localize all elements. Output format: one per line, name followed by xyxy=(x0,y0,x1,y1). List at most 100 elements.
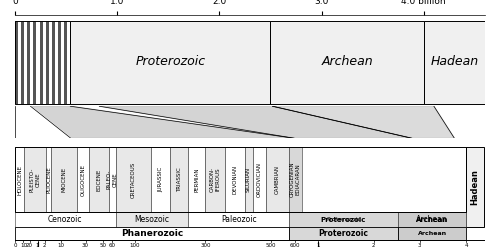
Bar xyxy=(15,227,289,241)
Text: Archean: Archean xyxy=(416,215,448,224)
Text: 1: 1 xyxy=(316,243,320,247)
Bar xyxy=(52,147,77,212)
Text: Hadean: Hadean xyxy=(470,169,480,205)
Bar xyxy=(244,147,252,212)
Bar xyxy=(266,147,289,212)
Bar xyxy=(61,21,64,104)
Bar xyxy=(116,212,188,227)
Text: Paleozoic: Paleozoic xyxy=(221,215,256,224)
Bar xyxy=(70,21,270,104)
Text: 20: 20 xyxy=(26,243,33,247)
Text: EOCENE: EOCENE xyxy=(96,168,102,191)
Polygon shape xyxy=(100,106,412,138)
Bar xyxy=(116,147,150,212)
Bar xyxy=(28,21,30,104)
Bar xyxy=(289,147,302,212)
Bar xyxy=(15,147,466,212)
Text: Proterozoic: Proterozoic xyxy=(136,55,206,68)
Bar xyxy=(42,21,45,104)
Bar xyxy=(398,227,466,241)
Text: Phanerozoic: Phanerozoic xyxy=(121,229,183,238)
Text: 2: 2 xyxy=(372,243,376,247)
Text: 50: 50 xyxy=(100,243,107,247)
Text: 600: 600 xyxy=(290,243,300,247)
Bar xyxy=(49,21,52,104)
Bar xyxy=(150,147,171,212)
Text: HOLOCENE: HOLOCENE xyxy=(17,165,22,195)
Text: SILURIAN: SILURIAN xyxy=(246,167,251,192)
Text: Proterozoic: Proterozoic xyxy=(326,217,361,222)
Text: 4: 4 xyxy=(464,243,468,247)
Text: CARBON-
IFEROUS: CARBON- IFEROUS xyxy=(210,167,220,192)
Text: MIOCENE: MIOCENE xyxy=(62,167,66,192)
Text: Proterozoic: Proterozoic xyxy=(318,229,368,238)
Text: OLIGOCENE: OLIGOCENE xyxy=(80,164,86,196)
Polygon shape xyxy=(15,106,294,138)
Bar xyxy=(21,21,24,104)
Bar xyxy=(77,147,89,212)
Text: CRETACEOUS: CRETACEOUS xyxy=(130,162,136,198)
Bar xyxy=(40,21,42,104)
Bar xyxy=(24,21,28,104)
Text: 300: 300 xyxy=(200,243,210,247)
Bar xyxy=(15,21,18,104)
Text: 1: 1 xyxy=(36,243,40,247)
Polygon shape xyxy=(15,106,71,138)
Bar xyxy=(36,21,40,104)
Text: PERMIAN: PERMIAN xyxy=(194,167,199,192)
Bar xyxy=(52,21,55,104)
Text: Proterozoic: Proterozoic xyxy=(321,217,366,223)
Bar xyxy=(46,21,49,104)
Bar xyxy=(289,212,398,227)
Bar xyxy=(252,147,266,212)
Text: Cenozoic: Cenozoic xyxy=(48,215,82,224)
Text: Mesozoic: Mesozoic xyxy=(134,215,170,224)
Text: 10: 10 xyxy=(58,243,64,247)
Bar xyxy=(89,147,108,212)
Text: 30: 30 xyxy=(82,243,89,247)
Bar xyxy=(225,147,244,212)
Bar xyxy=(424,21,485,104)
Bar xyxy=(15,212,116,227)
Text: 100: 100 xyxy=(130,243,140,247)
Text: ORDOVICIAN: ORDOVICIAN xyxy=(257,162,262,197)
Text: JURASSIC: JURASSIC xyxy=(158,167,163,192)
Bar xyxy=(18,21,21,104)
Text: 2: 2 xyxy=(43,243,46,247)
Bar xyxy=(58,21,61,104)
Bar xyxy=(289,227,398,241)
Bar xyxy=(24,147,46,212)
Bar xyxy=(15,21,70,104)
Text: 0: 0 xyxy=(13,243,17,247)
Text: PLEISTO-
CENE: PLEISTO- CENE xyxy=(30,167,40,192)
Text: Archean: Archean xyxy=(322,55,373,68)
Bar xyxy=(205,147,225,212)
Bar xyxy=(46,147,52,212)
Bar xyxy=(55,21,58,104)
Bar xyxy=(30,21,34,104)
Text: 3: 3 xyxy=(418,243,422,247)
Text: CRYOGENIAN
EDIACARAN: CRYOGENIAN EDIACARAN xyxy=(290,162,301,197)
Text: 60: 60 xyxy=(109,243,116,247)
Text: 10: 10 xyxy=(20,243,27,247)
Bar xyxy=(108,147,116,212)
Bar xyxy=(398,212,466,227)
Text: PLIOCENE: PLIOCENE xyxy=(46,166,51,193)
Bar xyxy=(67,21,70,104)
Bar xyxy=(188,147,205,212)
Bar xyxy=(398,212,466,227)
Bar xyxy=(466,147,484,227)
Bar xyxy=(289,212,398,227)
Bar xyxy=(270,21,424,104)
Text: Archean: Archean xyxy=(418,231,446,236)
Text: DEVONIAN: DEVONIAN xyxy=(232,165,237,194)
Text: Hadean: Hadean xyxy=(430,55,478,68)
Polygon shape xyxy=(272,106,454,138)
Text: PALEO-
CENE: PALEO- CENE xyxy=(107,170,118,189)
Text: TRIASSIC: TRIASSIC xyxy=(177,167,182,192)
Bar xyxy=(188,212,289,227)
Text: 500: 500 xyxy=(266,243,276,247)
Text: Archean: Archean xyxy=(416,217,448,223)
Bar xyxy=(64,21,67,104)
Bar xyxy=(34,21,36,104)
